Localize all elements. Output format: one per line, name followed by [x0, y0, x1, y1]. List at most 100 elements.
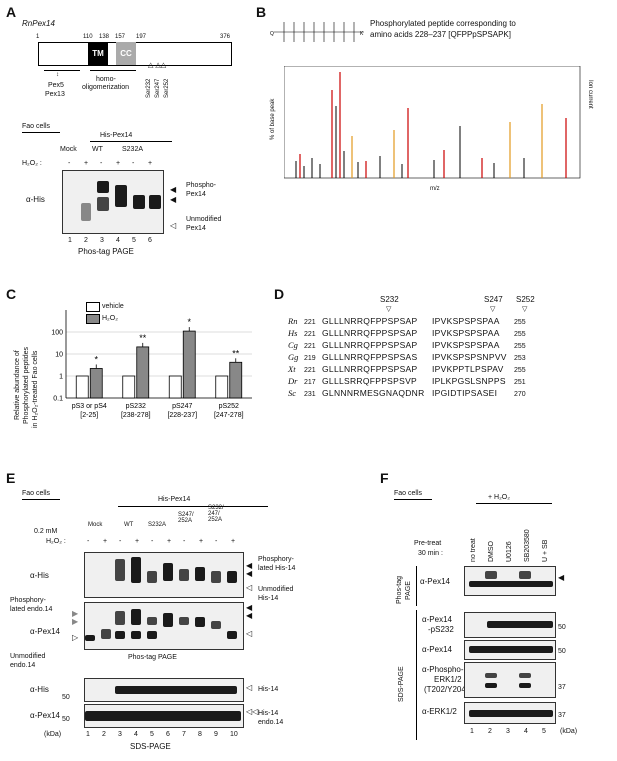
- lane-3: 3: [100, 237, 104, 244]
- pos-157: 157: [115, 34, 126, 40]
- alignment-seq2: IPVKPPTLPSPAV: [432, 364, 504, 374]
- site-ser232: Ser232: [146, 78, 152, 98]
- f-erk-sub-1: ERK1/2: [434, 675, 462, 684]
- blot-e-pex14: [84, 602, 244, 650]
- h2o2-label-f: + H₂O₂: [488, 494, 510, 501]
- e-open-arrows-icon-4: ◁◁: [246, 707, 259, 716]
- f-lane-number: 2: [488, 728, 492, 735]
- f-phostag-2: PAGE: [405, 581, 412, 600]
- homo-label: homo-: [96, 76, 116, 83]
- panel-label-b: B: [256, 4, 267, 20]
- sign-3: -: [100, 160, 103, 167]
- alignment-seq2: IPVKSPSPSPAA: [432, 316, 500, 326]
- f-lane-number: 1: [470, 728, 474, 735]
- alignment-end: 270: [514, 391, 526, 398]
- unmod-label-a: Unmodified: [186, 216, 222, 223]
- filled-arrow-icon: ◀: [170, 185, 177, 194]
- panel-label-c: C: [6, 286, 17, 302]
- f-lane-number: 4: [524, 728, 528, 735]
- pos-138: 138: [99, 34, 110, 40]
- e-his14: His-14: [258, 686, 279, 693]
- e-sign: -: [151, 538, 154, 545]
- alignment-start: 221: [304, 343, 316, 350]
- e-sign: +: [199, 538, 204, 545]
- pex13-label: Pex13: [45, 91, 65, 98]
- c-group-label: pS247: [172, 403, 192, 410]
- d-site-s247: S247: [484, 295, 503, 304]
- construct-line-e: [118, 506, 268, 507]
- f-lane-number: 3: [506, 728, 510, 735]
- e-sign: +: [167, 538, 172, 545]
- legend-vehicle: vehicle: [102, 303, 124, 310]
- alignment-start: 221: [304, 331, 316, 338]
- sign-6: +: [148, 160, 153, 167]
- c-significance: *: [187, 317, 191, 327]
- e-sign: -: [87, 538, 90, 545]
- lane-4: 4: [116, 237, 120, 244]
- alignment-species: Gg: [288, 352, 299, 362]
- pretreat-1: Pre-treat: [414, 540, 442, 547]
- panel-label-a: A: [6, 4, 17, 20]
- e-pex14-antibody: α-Pex14: [30, 627, 60, 636]
- alignment-start: 217: [304, 379, 316, 386]
- c-bar-vehicle: [75, 375, 89, 399]
- phospho-label-a: Phospho-: [186, 182, 216, 189]
- f-lanes-row: 1 2 3 4 5: [464, 728, 554, 738]
- e-his-antibody-2: α-His: [30, 685, 49, 694]
- site-ser252: Ser252: [164, 78, 170, 98]
- e-lane-number: 3: [118, 731, 122, 738]
- unmod-label-a2: Pex14: [186, 225, 206, 232]
- alignment-seq2: IPVKSPSPSPAA: [432, 328, 500, 338]
- e-sign: +: [231, 538, 236, 545]
- site-triangles-icon: △ △△: [148, 62, 167, 69]
- e-lane-number: 6: [166, 731, 170, 738]
- d-tri-icon-3: ▽: [522, 306, 528, 313]
- alignment-row: Dr 217 GLLLSRRQFPPSPSVP IPLKPGSLSNPPS 251: [288, 376, 526, 386]
- pex-binding-line: [44, 70, 80, 71]
- c-bar-vehicle: [215, 375, 229, 399]
- legend-vehicle-swatch: [86, 302, 100, 312]
- f-sds-label: SDS-PAGE: [398, 666, 405, 702]
- e-lane-number: 1: [86, 731, 90, 738]
- alignment-species: Hs: [288, 328, 298, 338]
- c-ytick: 1: [59, 374, 63, 381]
- pex5-label: Pex5: [48, 82, 64, 89]
- c-group-range: [238-278]: [121, 412, 151, 419]
- e-kda: (kDa): [44, 731, 62, 738]
- alignment-end: 251: [514, 379, 526, 386]
- cc-domain: CC: [116, 42, 136, 65]
- c-bar-h2o2: [136, 346, 150, 399]
- panel-label-d: D: [274, 286, 285, 302]
- alignment-seq1: GLLLNRRQFPPSPSAP: [322, 328, 418, 338]
- f-blot-label-5: α-ERK1/2: [422, 707, 457, 716]
- blot-f-ps232: [464, 612, 556, 638]
- f-mw-37-a: 37: [558, 684, 566, 691]
- e-sign: +: [103, 538, 108, 545]
- e-open-arrow-icon-3: ◁: [246, 683, 253, 692]
- e-sign: -: [215, 538, 218, 545]
- c-group-range: [2-25]: [80, 412, 98, 419]
- f-sds-bracket: [416, 610, 417, 740]
- e-endo14: endo.14: [258, 719, 284, 726]
- blot-f-perk: [464, 662, 556, 698]
- h2o2-line-f: [476, 503, 552, 504]
- mut-label-a: S232A: [122, 146, 144, 153]
- peptide-fragment-map: Q K: [270, 22, 364, 42]
- e-lanes-row: 1 2 3 4 5 6 7 8 9 10: [84, 731, 244, 741]
- panel-label-f: F: [380, 470, 389, 486]
- cond-u0126: U0126: [506, 541, 513, 562]
- c-ytick: 0.1: [53, 396, 63, 403]
- e-lane-number: 2: [102, 731, 106, 738]
- svg-text:K: K: [360, 31, 364, 37]
- sign-2: +: [84, 160, 89, 167]
- alignment-seq2: IPLKPGSLSNPPS: [432, 376, 506, 386]
- conc-label: 0.2 mM: [34, 528, 58, 535]
- f-mw-37-b: 37: [558, 712, 566, 719]
- e-signs-row: - + - + - + - + - +: [84, 538, 244, 548]
- gel-label-a: Phos-tag PAGE: [78, 247, 134, 256]
- e-lane-number: 8: [198, 731, 202, 738]
- group-triple: S232/ 247/ 252A: [208, 505, 224, 523]
- alignment-species: Dr: [288, 376, 298, 386]
- blot-f-erk: [464, 702, 556, 724]
- bar-chart-c: 0.1 1 10 100 * pS3 or pS4 [2-25] ** pS232 [238-27…: [51, 310, 252, 419]
